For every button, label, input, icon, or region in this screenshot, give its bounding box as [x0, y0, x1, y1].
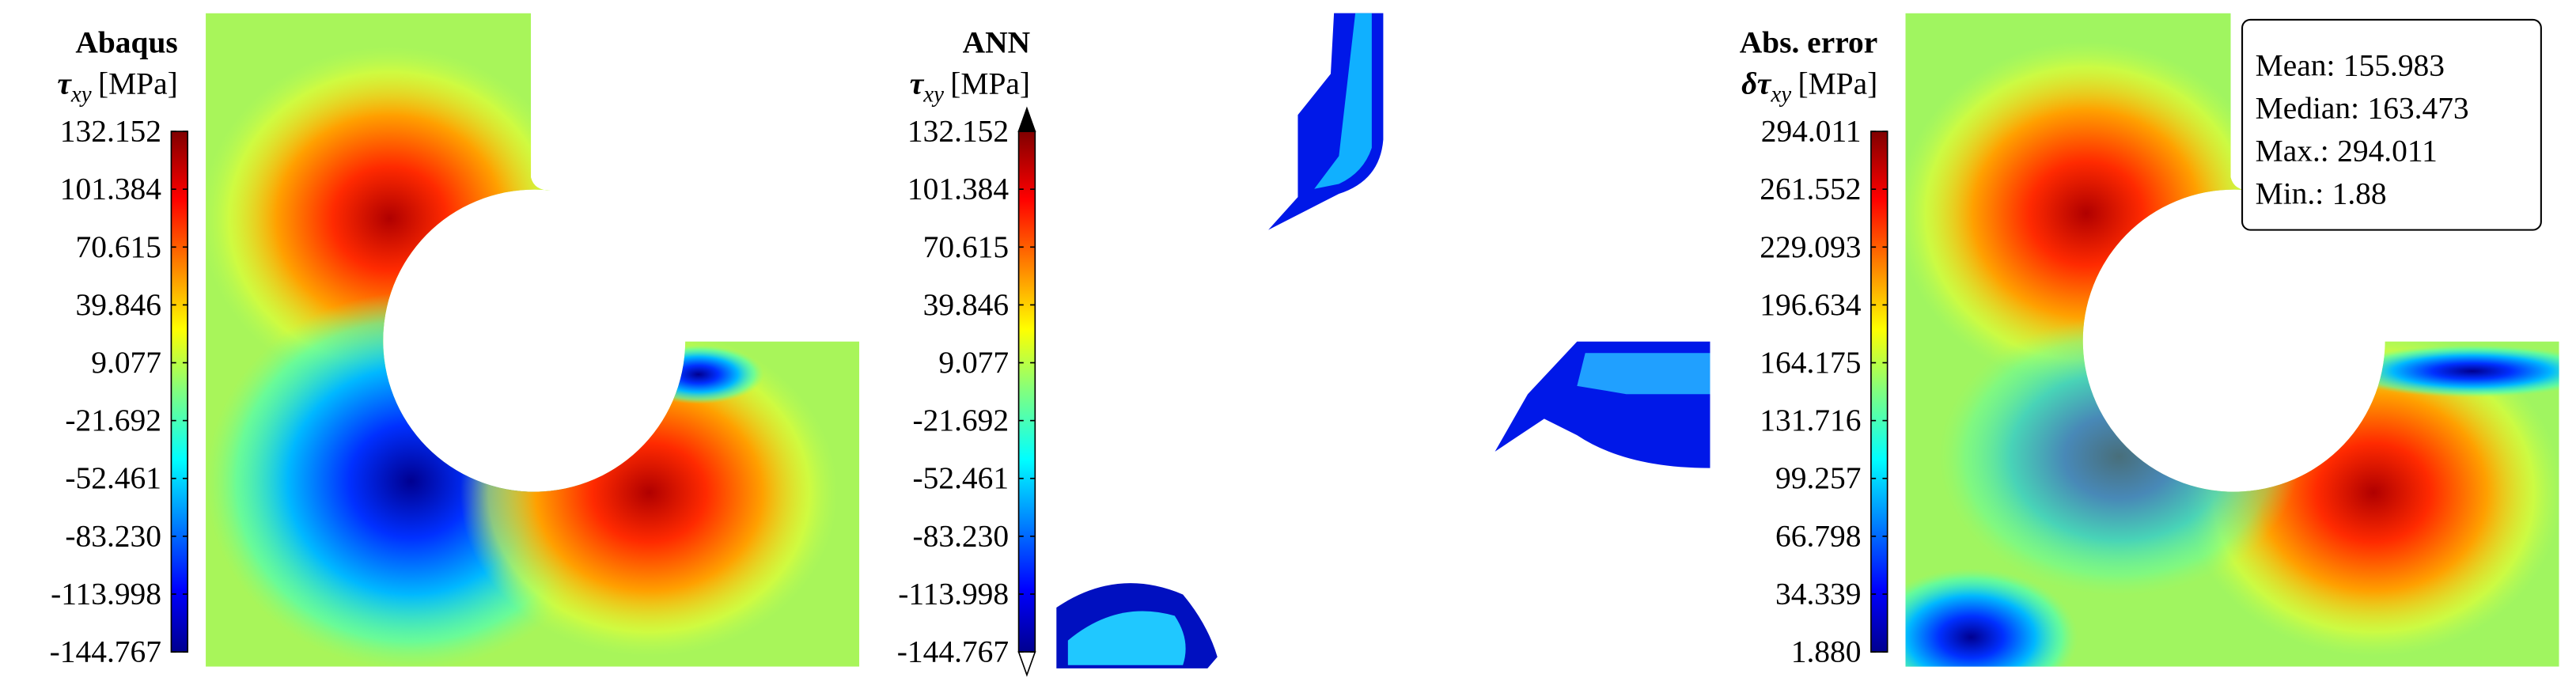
colorbar-label: τxy [MPa]	[910, 66, 1030, 107]
panel-title: ANN	[963, 25, 1030, 59]
colorbar	[170, 131, 189, 653]
colorbar-tick-label: -144.767	[50, 634, 161, 669]
stat-line: Min.: 1.88	[2256, 176, 2387, 210]
colorbar-tick-label: 99.257	[1775, 460, 1861, 495]
colorbar-tick-label: -83.230	[913, 518, 1010, 553]
colorbar	[1870, 131, 1888, 653]
stat-line: Max.: 294.011	[2256, 133, 2438, 168]
colorbar-label: δτxy [MPa]	[1741, 66, 1877, 107]
stat-label: Max.:	[2256, 133, 2329, 168]
colorbar-tick-label: -113.998	[51, 576, 161, 611]
colorbar-tick-label: 1.880	[1791, 634, 1862, 669]
stat-line: Median: 163.473	[2256, 90, 2469, 125]
label-subscript: xy	[922, 82, 944, 108]
stat-label: Min.:	[2256, 176, 2324, 210]
colorbar-label: τxy [MPa]	[57, 66, 177, 107]
colorbar-tick-label: 39.846	[76, 287, 161, 322]
panel-title: Abaqus	[75, 25, 177, 59]
colorbar-tick-label: -21.692	[65, 403, 161, 437]
stat-label: Median:	[2256, 90, 2359, 125]
label-unit: [MPa]	[1798, 66, 1877, 100]
label-unit: [MPa]	[98, 66, 178, 100]
colorbar-tick-label: 66.798	[1775, 518, 1861, 553]
colorbar-tick-label: 132.152	[60, 114, 161, 149]
colorbar	[1017, 131, 1036, 653]
colorbar-tick-label: 164.175	[1760, 345, 1861, 380]
colorbar-tick-label: 34.339	[1775, 576, 1861, 611]
stat-value: 155.983	[2343, 47, 2445, 82]
field-ann	[1056, 13, 1710, 668]
colorbar-tick-label: 70.615	[76, 229, 161, 264]
stat-label: Mean:	[2256, 47, 2335, 82]
label-symbol: δτ	[1741, 66, 1772, 100]
stat-value: 163.473	[2367, 90, 2468, 125]
label-subscript: xy	[1770, 82, 1791, 108]
stats-box: Mean: 155.983 Median: 163.473 Max.: 294.011 Mi…	[2241, 18, 2542, 231]
colorbar-tick-label: -113.998	[898, 576, 1009, 611]
colorbar-tick-label: 70.615	[923, 229, 1009, 264]
colorbar-tick-label: 39.846	[923, 287, 1009, 322]
stat-line: Mean: 155.983	[2256, 47, 2445, 82]
colorbar-tick-label: -52.461	[913, 460, 1010, 495]
colorbar-tick-label: 131.716	[1760, 403, 1861, 437]
colorbar-tick-label: -83.230	[65, 518, 161, 553]
panel-title: Abs. error	[1740, 25, 1878, 59]
colorbar-tick-label: -21.692	[913, 403, 1010, 437]
label-unit: [MPa]	[950, 66, 1030, 100]
field-abaqus	[206, 13, 860, 667]
label-symbol: τ	[910, 66, 925, 100]
colorbar-tick-label: -52.461	[65, 460, 161, 495]
colorbar-tick-label: -144.767	[897, 634, 1009, 669]
stat-value: 294.011	[2337, 133, 2438, 168]
colorbar-tick-label: 132.152	[907, 114, 1009, 149]
colorbar-tick-label: 261.552	[1760, 172, 1861, 206]
label-symbol: τ	[57, 66, 72, 100]
colorbar-extend-bottom	[1017, 651, 1036, 677]
colorbar-tick-label: 9.077	[91, 345, 161, 380]
colorbar-extend-top	[1017, 106, 1036, 132]
colorbar-tick-label: 229.093	[1760, 229, 1861, 264]
colorbar-tick-label: 196.634	[1760, 287, 1861, 322]
colorbar-tick-label: 101.384	[907, 172, 1009, 206]
colorbar-tick-label: 294.011	[1761, 114, 1862, 149]
stat-value: 1.88	[2332, 176, 2387, 210]
colorbar-tick-label: 101.384	[60, 172, 161, 206]
colorbar-tick-label: 9.077	[938, 345, 1009, 380]
label-subscript: xy	[70, 82, 92, 108]
